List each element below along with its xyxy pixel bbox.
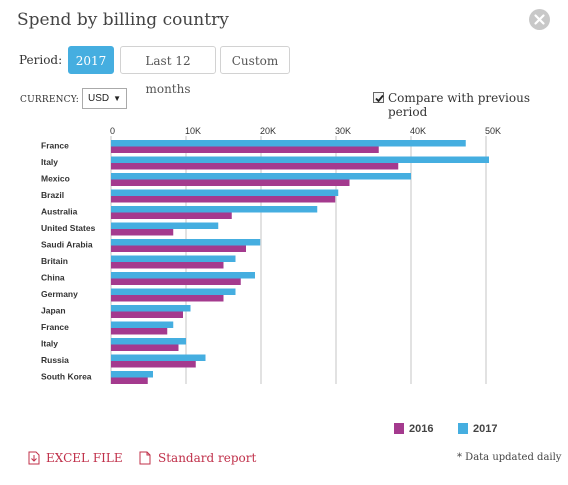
bar-2017	[111, 206, 318, 213]
category-label: China	[41, 273, 65, 283]
x-tick-label: 50K	[485, 126, 501, 136]
x-tick-label: 0	[110, 126, 115, 136]
legend-label-2016: 2016	[409, 423, 434, 435]
bar-2016	[111, 278, 241, 285]
bar-2016	[111, 163, 399, 170]
period-option-2017[interactable]: 2017	[68, 46, 114, 74]
spend-bar-chart: 0 10K 20K 30K 40K 50K France Italy Mexico Brazil A…	[41, 126, 501, 384]
dialog-title: Spend by billing country	[17, 10, 229, 30]
bar-2016	[111, 262, 224, 269]
currency-value: USD	[88, 93, 110, 104]
period-option-last-12-months[interactable]: Last 12 months	[120, 46, 216, 96]
bar-2016	[111, 344, 179, 351]
document-icon	[139, 451, 151, 465]
currency-label: CURRENCY:	[20, 95, 80, 105]
category-label: Italy	[41, 157, 58, 167]
bar-2017	[111, 321, 174, 328]
currency-select[interactable]: USD ▼	[82, 88, 127, 109]
category-label: Mexico	[41, 174, 70, 184]
bar-2017	[111, 305, 191, 312]
category-label: Britain	[41, 256, 68, 266]
bar-2016	[111, 196, 336, 203]
bar-2016	[111, 146, 379, 153]
bar-2017	[111, 288, 236, 295]
close-button[interactable]	[529, 9, 550, 30]
bar-2016	[111, 361, 196, 368]
bar-2017	[111, 371, 153, 378]
bar-2016	[111, 245, 246, 252]
category-label: Germany	[41, 289, 78, 299]
compare-label: Compare with previous period	[388, 91, 530, 119]
download-file-icon	[28, 451, 40, 465]
bar-2017	[111, 222, 219, 229]
x-tick-label: 10K	[185, 126, 201, 136]
category-label: Saudi Arabia	[41, 240, 93, 250]
category-label: Brazil	[41, 190, 64, 200]
bar-2016	[111, 295, 224, 302]
bar-2017	[111, 140, 466, 147]
bar-2017	[111, 338, 186, 345]
x-tick-label: 40K	[410, 126, 426, 136]
dropdown-caret-icon: ▼	[113, 94, 121, 103]
category-label: France	[41, 141, 69, 151]
bar-2016	[111, 377, 148, 384]
category-label: Russia	[41, 355, 69, 365]
checkmark-icon	[375, 94, 384, 103]
x-tick-label: 30K	[335, 126, 351, 136]
bar-2016	[111, 328, 168, 335]
category-label: Australia	[41, 207, 78, 217]
bar-2017	[111, 189, 339, 196]
compare-checkbox[interactable]	[373, 92, 384, 103]
bar-2017	[111, 255, 236, 262]
bar-2017	[111, 173, 411, 180]
period-label: Period:	[19, 53, 63, 67]
category-label: Italy	[41, 339, 58, 349]
bar-2016	[111, 179, 350, 186]
data-update-note: * Data updated daily	[457, 452, 562, 463]
legend-label-2017: 2017	[473, 423, 498, 435]
x-tick-label: 20K	[260, 126, 276, 136]
bar-2017	[111, 354, 206, 361]
close-icon	[534, 14, 545, 25]
legend-swatch-2017	[458, 423, 468, 434]
standard-report-label: Standard report	[158, 451, 257, 465]
period-option-custom[interactable]: Custom	[220, 46, 290, 74]
category-label: South Korea	[41, 372, 92, 382]
excel-file-label: EXCEL FILE	[46, 451, 123, 465]
bar-2017	[111, 239, 261, 246]
category-label: Japan	[41, 306, 66, 316]
bar-2017	[111, 156, 489, 163]
category-label: United States	[41, 223, 96, 233]
bar-2016	[111, 311, 183, 318]
category-label: France	[41, 322, 69, 332]
bar-2017	[111, 272, 255, 279]
legend-swatch-2016	[394, 423, 404, 434]
bar-2016	[111, 229, 174, 236]
bar-2016	[111, 212, 232, 219]
